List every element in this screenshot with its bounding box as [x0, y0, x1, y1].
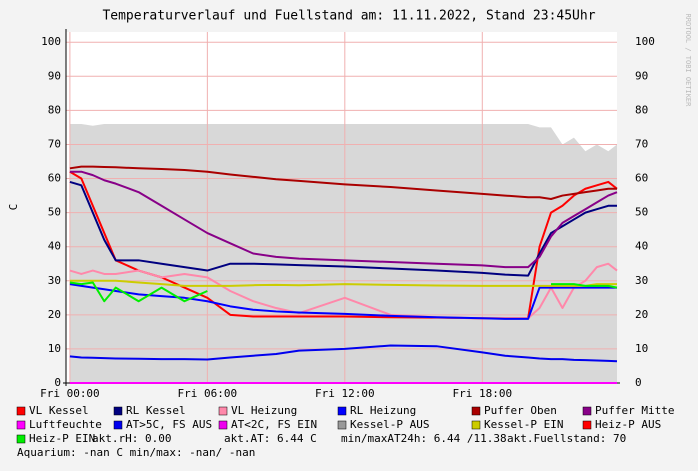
series-line [69, 281, 208, 303]
series-line [69, 279, 617, 287]
footer-text: Aquarium: -nan C min/max: -nan/ -nan [17, 446, 255, 459]
series-line [551, 283, 618, 289]
status-text: min/maxAT24h: 6.44 /11.38 [341, 432, 507, 445]
series-line [69, 170, 618, 320]
legend-label: RL Kessel [126, 404, 186, 417]
y-tick-label-right: 10 [635, 342, 648, 355]
x-tick-label: Fri 12:00 [315, 387, 375, 400]
legend-label: VL Heizung [231, 404, 297, 417]
legend-label: Heiz-P AUS [595, 418, 661, 431]
legend-label: AT<2C, FS EIN [231, 418, 317, 431]
chart-title: Temperaturverlauf und Fuellstand am: 11.… [102, 9, 595, 24]
y-tick-label-right: 40 [635, 240, 648, 253]
y-tick-label: 10 [48, 342, 61, 355]
y-tick-label: 50 [48, 206, 61, 219]
legend-label: AT>5C, FS AUS [126, 418, 212, 431]
y-tick-label-right: 30 [635, 274, 648, 287]
legend-label: Kessel-P AUS [350, 418, 429, 431]
x-tick-label: Fri 06:00 [178, 387, 238, 400]
y-tick-label: 100 [41, 35, 61, 48]
legend-swatch [582, 406, 592, 416]
x-tick-label: Fri 00:00 [40, 387, 100, 400]
legend-swatch [16, 434, 26, 444]
legend-label: Heiz-P EIN [29, 432, 95, 445]
series-line [69, 180, 617, 277]
x-tick-label: Fri 18:00 [452, 387, 512, 400]
y-tick-label: 0 [54, 376, 61, 389]
y-tick-label: 30 [48, 274, 61, 287]
legend-label: RL Heizung [350, 404, 416, 417]
legend-swatch [218, 420, 228, 430]
y-tick-label-right: 20 [635, 308, 648, 321]
series-line [69, 344, 618, 363]
y-tick-label-right: 0 [635, 376, 642, 389]
watermark: RRDTOOL / TOBI OETIKER [684, 14, 692, 108]
legend-label: Kessel-P EIN [484, 418, 563, 431]
y-tick-label: 90 [48, 69, 61, 82]
series-line [69, 262, 618, 320]
legend-swatch [16, 420, 26, 430]
y-tick-label-right: 80 [635, 103, 648, 116]
legend-swatch [471, 420, 481, 430]
series-line [69, 170, 618, 269]
series-line [69, 165, 617, 200]
legend-swatch [582, 420, 592, 430]
y-tick-label-right: 100 [635, 35, 655, 48]
y-tick-label: 60 [48, 172, 61, 185]
y-tick-label: 80 [48, 103, 61, 116]
y-tick-label-right: 70 [635, 137, 648, 150]
status-text: akt.AT: 6.44 C [224, 432, 317, 445]
legend-swatch [16, 406, 26, 416]
y-tick-label-right: 90 [635, 69, 648, 82]
y-tick-label-right: 50 [635, 206, 648, 219]
y-tick-label-right: 60 [635, 172, 648, 185]
status-text: akt.Fuellstand: 70 [507, 432, 626, 445]
legend-swatch [337, 406, 347, 416]
legend-label: VL Kessel [29, 404, 89, 417]
legend-label: Puffer Oben [484, 404, 557, 417]
legend-swatch [113, 406, 123, 416]
legend-label: Luftfeuchte [29, 418, 102, 431]
legend-swatch [337, 420, 347, 430]
y-tick-label: 40 [48, 240, 61, 253]
legend-swatch [113, 420, 123, 430]
y-tick-label: 70 [48, 137, 61, 150]
area [69, 124, 618, 384]
legend-swatch [471, 406, 481, 416]
legend-swatch [218, 406, 228, 416]
y-tick-label: 20 [48, 308, 61, 321]
status-text: akt.rH: 0.00 [92, 432, 171, 445]
y-axis-label: C [7, 204, 20, 211]
legend-label: Puffer Mitte [595, 404, 674, 417]
